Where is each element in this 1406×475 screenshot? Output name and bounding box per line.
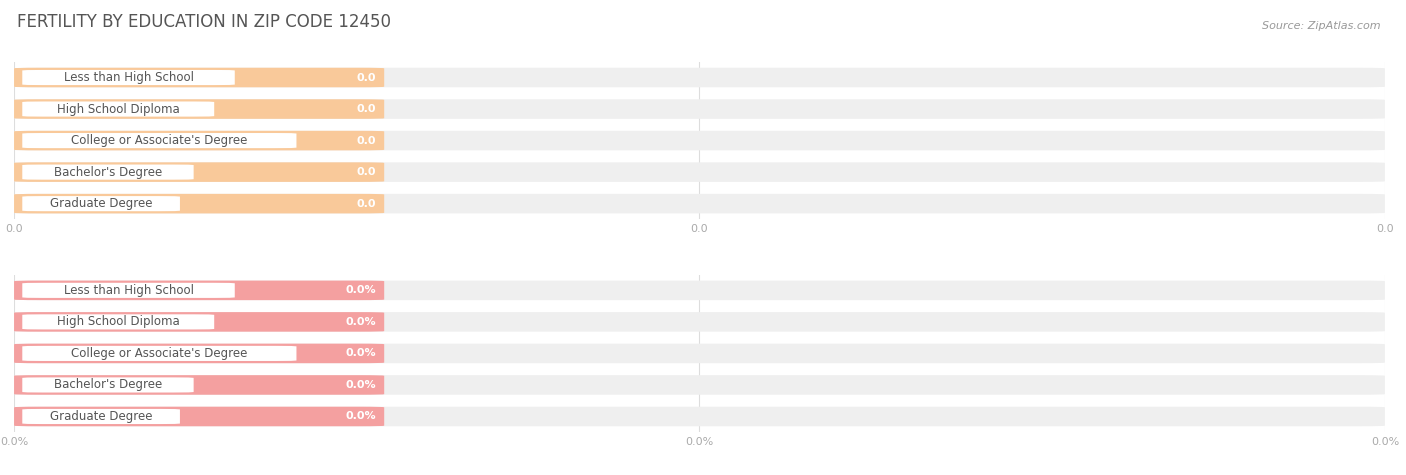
FancyBboxPatch shape	[14, 343, 384, 363]
Text: Less than High School: Less than High School	[63, 71, 194, 84]
FancyBboxPatch shape	[14, 131, 384, 151]
Text: 0.0%: 0.0%	[346, 380, 375, 390]
FancyBboxPatch shape	[14, 68, 1385, 87]
FancyBboxPatch shape	[14, 194, 1385, 213]
FancyBboxPatch shape	[14, 407, 1385, 426]
FancyBboxPatch shape	[22, 409, 180, 424]
FancyBboxPatch shape	[14, 99, 384, 119]
Text: 0.0%: 0.0%	[346, 317, 375, 327]
Text: Graduate Degree: Graduate Degree	[49, 197, 152, 210]
Text: 0.0%: 0.0%	[346, 285, 375, 295]
FancyBboxPatch shape	[14, 99, 1385, 119]
Text: Bachelor's Degree: Bachelor's Degree	[53, 379, 162, 391]
FancyBboxPatch shape	[14, 281, 1385, 300]
FancyBboxPatch shape	[14, 162, 384, 182]
Text: Source: ZipAtlas.com: Source: ZipAtlas.com	[1263, 21, 1381, 31]
FancyBboxPatch shape	[14, 375, 384, 395]
Text: 0.0: 0.0	[357, 167, 375, 177]
FancyBboxPatch shape	[14, 343, 1385, 363]
Text: College or Associate's Degree: College or Associate's Degree	[72, 134, 247, 147]
FancyBboxPatch shape	[14, 194, 384, 213]
FancyBboxPatch shape	[22, 70, 235, 85]
FancyBboxPatch shape	[22, 164, 194, 180]
FancyBboxPatch shape	[22, 283, 235, 298]
Text: College or Associate's Degree: College or Associate's Degree	[72, 347, 247, 360]
FancyBboxPatch shape	[22, 133, 297, 148]
FancyBboxPatch shape	[14, 281, 384, 300]
FancyBboxPatch shape	[14, 375, 1385, 395]
Text: 0.0: 0.0	[357, 199, 375, 209]
FancyBboxPatch shape	[22, 377, 194, 392]
Text: FERTILITY BY EDUCATION IN ZIP CODE 12450: FERTILITY BY EDUCATION IN ZIP CODE 12450	[17, 13, 391, 31]
Text: 0.0%: 0.0%	[346, 411, 375, 421]
FancyBboxPatch shape	[22, 102, 214, 117]
Text: 0.0: 0.0	[357, 104, 375, 114]
Text: Graduate Degree: Graduate Degree	[49, 410, 152, 423]
Text: 0.0: 0.0	[357, 135, 375, 145]
FancyBboxPatch shape	[14, 312, 1385, 332]
Text: High School Diploma: High School Diploma	[56, 315, 180, 328]
FancyBboxPatch shape	[14, 68, 384, 87]
FancyBboxPatch shape	[22, 346, 297, 361]
Text: Less than High School: Less than High School	[63, 284, 194, 297]
Text: Bachelor's Degree: Bachelor's Degree	[53, 166, 162, 179]
FancyBboxPatch shape	[14, 312, 384, 332]
FancyBboxPatch shape	[22, 196, 180, 211]
FancyBboxPatch shape	[14, 131, 1385, 151]
FancyBboxPatch shape	[14, 162, 1385, 182]
Text: 0.0: 0.0	[357, 73, 375, 83]
Text: High School Diploma: High School Diploma	[56, 103, 180, 115]
FancyBboxPatch shape	[14, 407, 384, 426]
Text: 0.0%: 0.0%	[346, 349, 375, 359]
FancyBboxPatch shape	[22, 314, 214, 330]
